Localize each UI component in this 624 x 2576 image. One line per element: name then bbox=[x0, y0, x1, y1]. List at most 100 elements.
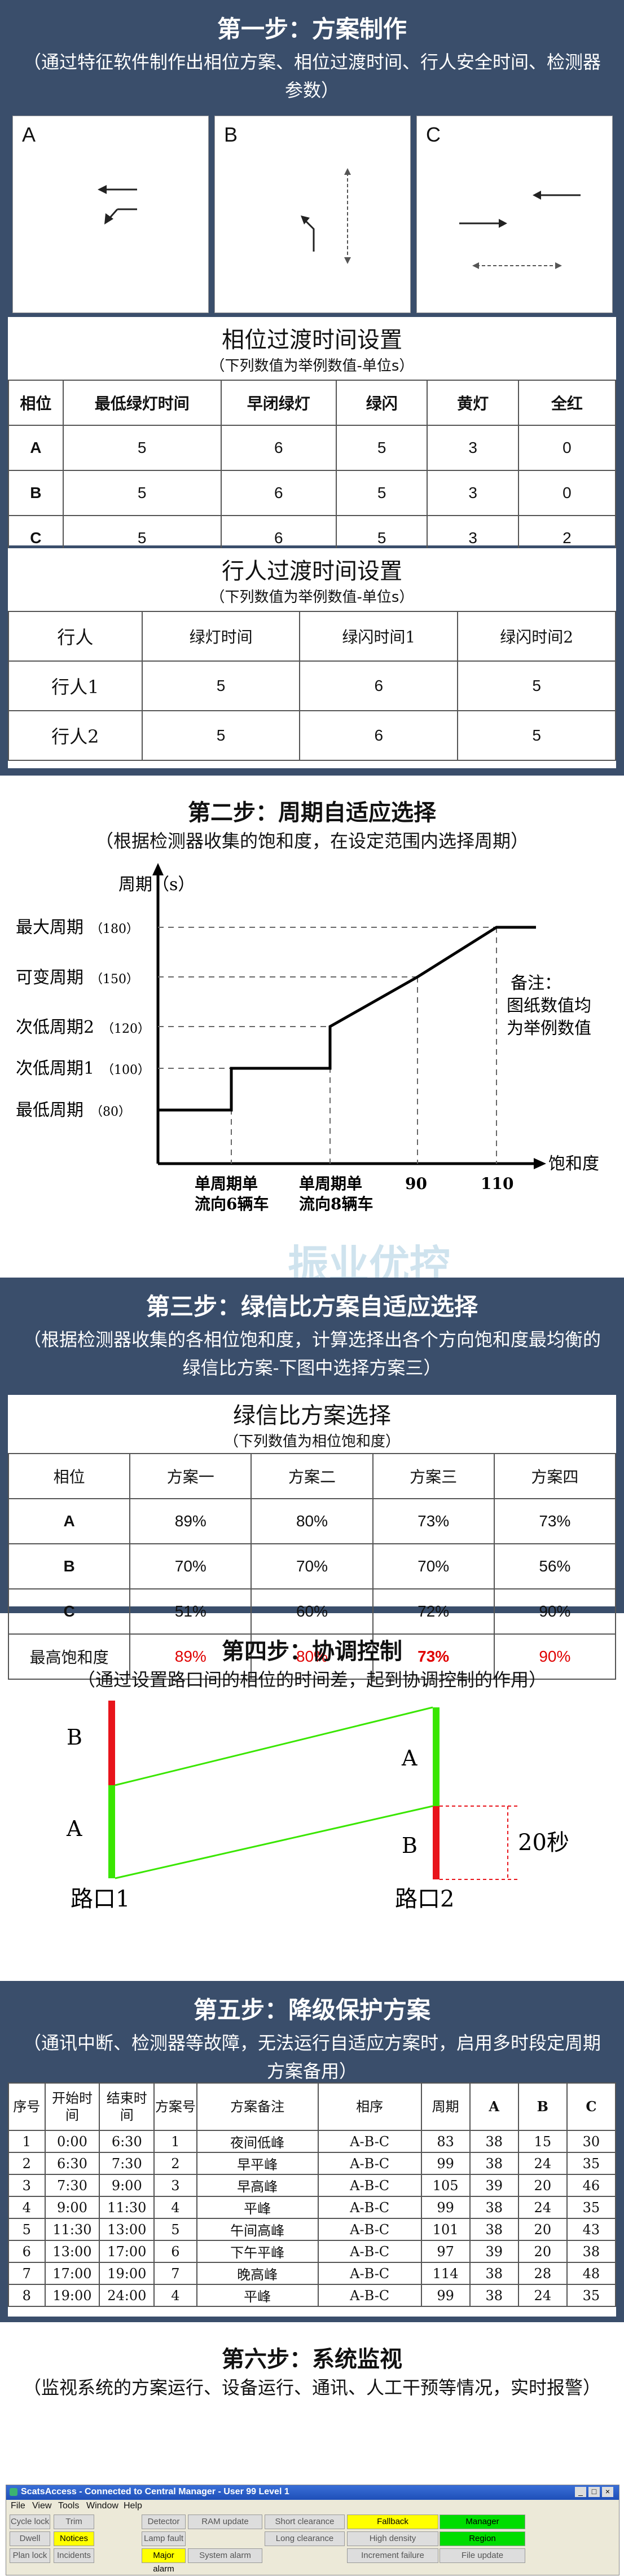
table-header-row: 相位 最低绿灯时间 早闭绿灯 绿闪 黄灯 全红 bbox=[8, 380, 617, 426]
menu-file[interactable]: File bbox=[11, 2501, 25, 2511]
y-tick-label: 可变周期 bbox=[16, 968, 84, 988]
status-button[interactable]: Short clearance bbox=[265, 2515, 345, 2529]
ped-table: 行人 绿灯时间 绿闪时间1 绿闪时间2 行人1 5 6 5 行人2 5 6 5 bbox=[8, 611, 616, 761]
node-label: 路口1 bbox=[71, 1886, 130, 1912]
table-header-cell: 方案备注 bbox=[196, 2082, 319, 2131]
status-button[interactable]: Long clearance bbox=[265, 2531, 345, 2546]
maximize-button[interactable]: □ bbox=[588, 2487, 600, 2497]
menu-view[interactable]: View bbox=[32, 2501, 52, 2511]
status-button[interactable]: Region bbox=[440, 2531, 525, 2546]
status-button[interactable]: Increment failure bbox=[347, 2548, 438, 2563]
status-button[interactable]: Lamp fault bbox=[142, 2531, 186, 2546]
table-cell: 19:00 bbox=[99, 2262, 155, 2285]
table-cell: 平峰 bbox=[196, 2196, 319, 2219]
status-button[interactable]: File update bbox=[440, 2548, 525, 2563]
y-tick-value: （150） bbox=[90, 972, 139, 987]
table-cell: 6 bbox=[8, 2240, 46, 2263]
table-header-cell: 周期 bbox=[420, 2082, 471, 2131]
step4-section: 第四步：协调控制 （通过设置路口间的相位的时间差，起到协调控制的作用） B A … bbox=[0, 1633, 624, 1960]
table-cell: 4 bbox=[8, 2196, 46, 2219]
table-cell: A bbox=[8, 425, 64, 471]
table-header-cell: 相位 bbox=[8, 380, 64, 426]
table-cell: 114 bbox=[420, 2262, 471, 2285]
table-cell: 5 bbox=[141, 660, 301, 711]
table-header-cell: 早闭绿灯 bbox=[220, 380, 337, 426]
y-tick-label: 次低周期1 bbox=[16, 1059, 94, 1078]
table-cell: 73% bbox=[372, 1498, 495, 1544]
status-button[interactable]: Dwell bbox=[10, 2531, 50, 2546]
status-button[interactable]: Notices bbox=[54, 2531, 94, 2546]
table-cell: 11:30 bbox=[44, 2218, 100, 2241]
table-cell: 8 bbox=[8, 2284, 46, 2307]
menu-help[interactable]: Help bbox=[124, 2501, 142, 2511]
table-header-cell: 方案三 bbox=[372, 1453, 495, 1499]
step2-title: 第二步：周期自适应选择 bbox=[188, 799, 436, 826]
table-cell: A-B-C bbox=[317, 2240, 422, 2263]
status-button[interactable]: Incidents bbox=[54, 2548, 94, 2563]
y-tick-value: （100） bbox=[102, 1063, 150, 1077]
table-row: 行人1 5 6 5 bbox=[8, 660, 616, 711]
table-row: B 70% 70% 70% 56% bbox=[7, 1543, 617, 1589]
y-tick-label: 次低周期2 bbox=[16, 1018, 94, 1037]
table-cell: 51% bbox=[129, 1588, 252, 1635]
table-row: 4 9:00 11:30 4 平峰 A-B-C 99 38 24 35 bbox=[8, 2196, 617, 2219]
coordination-diagram: B A A B 20秒 路口1 路口2 bbox=[66, 1701, 569, 1912]
table-cell: 5 bbox=[336, 425, 428, 471]
table-cell: A-B-C bbox=[317, 2152, 422, 2175]
status-button[interactable]: Fallback bbox=[347, 2515, 438, 2529]
table-cell: 5 bbox=[457, 710, 616, 761]
step2-section: 第二步：周期自适应选择 （根据检测器收集的饱和度，在设定范围内选择周期） 振业优… bbox=[0, 794, 624, 1279]
y-tick-value: （180） bbox=[90, 922, 139, 936]
ped-table-subtitle: （下列数值为举例数值-单位s） bbox=[210, 589, 414, 606]
table-cell: 3 bbox=[427, 470, 519, 516]
step1-panel: 第一步：方案制作 （通过特征软件制作出相位方案、相位过渡时间、行人安全时间、检测… bbox=[0, 0, 624, 776]
menu-tools[interactable]: Tools bbox=[58, 2501, 80, 2511]
table-cell: 6 bbox=[220, 470, 337, 516]
table-cell: B bbox=[7, 1543, 131, 1589]
table-cell: 19:00 bbox=[44, 2284, 100, 2307]
cycle-series-line bbox=[158, 926, 536, 1112]
table-row: B 5 6 5 3 0 bbox=[8, 470, 617, 516]
table-cell: 105 bbox=[420, 2174, 471, 2197]
status-button[interactable]: Major alarm bbox=[142, 2548, 186, 2574]
menu-window[interactable]: Window bbox=[86, 2501, 118, 2511]
status-button[interactable]: Detector alarm bbox=[142, 2515, 186, 2540]
table-row: 1 0:00 6:30 1 夜间低峰 A-B-C 83 38 15 30 bbox=[8, 2130, 617, 2153]
minimize-button[interactable]: _ bbox=[575, 2487, 586, 2497]
phase-arrows-a bbox=[98, 185, 137, 224]
table-cell: 15 bbox=[517, 2130, 568, 2153]
table-cell: 2 bbox=[8, 2152, 46, 2175]
table-cell: 24 bbox=[517, 2284, 568, 2307]
step5-subtitle: （通讯中断、检测器等故障，无法运行自适应方案时，启用多时段定周期方案备用） bbox=[23, 2032, 601, 2082]
table-cell: A-B-C bbox=[317, 2196, 422, 2219]
table-header-row: 行人 绿灯时间 绿闪时间1 绿闪时间2 bbox=[8, 611, 616, 662]
table-cell: 80% bbox=[251, 1633, 373, 1680]
table-cell: 5 bbox=[141, 710, 301, 761]
status-button[interactable]: Trim bbox=[54, 2515, 94, 2529]
status-button[interactable]: Plan lock bbox=[10, 2548, 50, 2563]
status-button[interactable]: Manager bbox=[440, 2515, 525, 2529]
x-tick-label: 单周期单 bbox=[195, 1174, 258, 1193]
table-cell: 80% bbox=[251, 1498, 373, 1544]
status-button[interactable]: RAM update bbox=[188, 2515, 262, 2529]
table-cell: 13:00 bbox=[44, 2240, 100, 2263]
table-cell: 46 bbox=[566, 2174, 617, 2197]
table-cell: 20 bbox=[517, 2174, 568, 2197]
y-axis-label: 周期（s） bbox=[118, 875, 195, 895]
table-cell: 99 bbox=[420, 2284, 471, 2307]
table-cell: 24 bbox=[517, 2152, 568, 2175]
app-icon bbox=[10, 2488, 17, 2496]
close-button[interactable]: × bbox=[602, 2487, 613, 2497]
table-row: 3 7:30 9:00 3 早高峰 A-B-C 105 39 20 46 bbox=[8, 2174, 617, 2197]
diagram-label: B bbox=[67, 1725, 82, 1750]
step5-panel: 第五步：降级保护方案 （通讯中断、检测器等故障，无法运行自适应方案时，启用多时段… bbox=[0, 1981, 624, 2322]
table-row: C 51% 60% 72% 90% bbox=[7, 1588, 617, 1635]
table-cell: 夜间低峰 bbox=[196, 2130, 319, 2153]
table-cell: 56% bbox=[493, 1543, 617, 1589]
status-button[interactable]: Cycle lock bbox=[10, 2515, 50, 2529]
table-cell: 99 bbox=[420, 2152, 471, 2175]
status-button[interactable]: High density bbox=[347, 2531, 438, 2546]
green-band-line bbox=[115, 1805, 433, 1879]
status-button[interactable]: System alarm bbox=[188, 2548, 262, 2563]
y-axis-arrow bbox=[152, 863, 164, 875]
